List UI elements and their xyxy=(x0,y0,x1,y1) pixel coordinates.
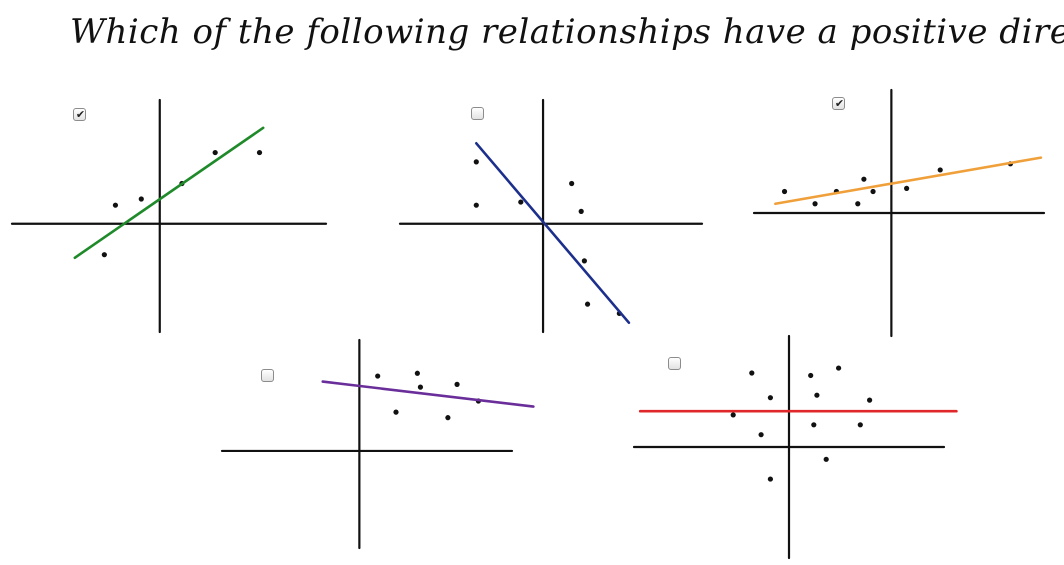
data-point xyxy=(870,188,876,195)
data-point xyxy=(454,381,460,387)
data-point xyxy=(812,201,818,207)
data-point xyxy=(730,412,736,418)
data-point xyxy=(811,422,817,428)
data-point xyxy=(393,409,399,415)
data-point xyxy=(445,415,451,421)
data-point xyxy=(823,456,829,462)
data-point xyxy=(256,149,263,156)
data-point xyxy=(867,397,873,403)
data-point xyxy=(473,159,479,165)
data-point xyxy=(937,167,943,173)
data-point xyxy=(414,370,420,376)
data-point xyxy=(836,365,842,371)
data-point xyxy=(857,422,863,428)
checkbox-plot-4[interactable] xyxy=(261,369,274,382)
checkmark-icon: ✔ xyxy=(75,108,86,121)
data-point xyxy=(767,395,774,401)
trend-line xyxy=(321,380,535,408)
data-point xyxy=(101,252,107,258)
checkmark-icon: ✔ xyxy=(834,97,845,110)
data-point xyxy=(417,384,424,390)
data-point xyxy=(814,392,820,398)
trend-line xyxy=(73,126,265,260)
data-point xyxy=(473,202,479,208)
data-point xyxy=(861,176,867,182)
scatter-plot-3 xyxy=(752,88,1046,338)
question-title: Which of the following relationships hav… xyxy=(70,12,1064,52)
checkbox-plot-3[interactable]: ✔ xyxy=(832,97,845,110)
checkbox-plot-5[interactable] xyxy=(668,357,681,370)
data-point xyxy=(518,199,524,205)
trend-line xyxy=(474,142,631,325)
data-point xyxy=(112,202,119,208)
data-point xyxy=(749,370,755,376)
checkbox-plot-2[interactable] xyxy=(471,107,484,120)
data-point xyxy=(758,432,764,438)
data-point xyxy=(581,258,587,264)
data-point xyxy=(855,201,861,207)
data-point xyxy=(781,188,788,195)
scatter-plot-1 xyxy=(10,98,328,334)
scatter-plot-5 xyxy=(632,334,958,560)
data-point xyxy=(584,301,591,307)
trend-line xyxy=(774,156,1043,206)
data-point xyxy=(904,185,910,191)
data-point xyxy=(375,373,381,379)
data-point xyxy=(578,208,584,214)
data-point xyxy=(569,180,575,187)
data-point xyxy=(808,372,814,379)
data-point xyxy=(212,149,218,156)
checkbox-plot-1[interactable]: ✔ xyxy=(73,108,86,121)
scatter-plot-2 xyxy=(398,98,704,334)
data-point xyxy=(138,196,144,202)
data-point xyxy=(767,476,774,482)
scatter-plot-4 xyxy=(220,338,535,550)
